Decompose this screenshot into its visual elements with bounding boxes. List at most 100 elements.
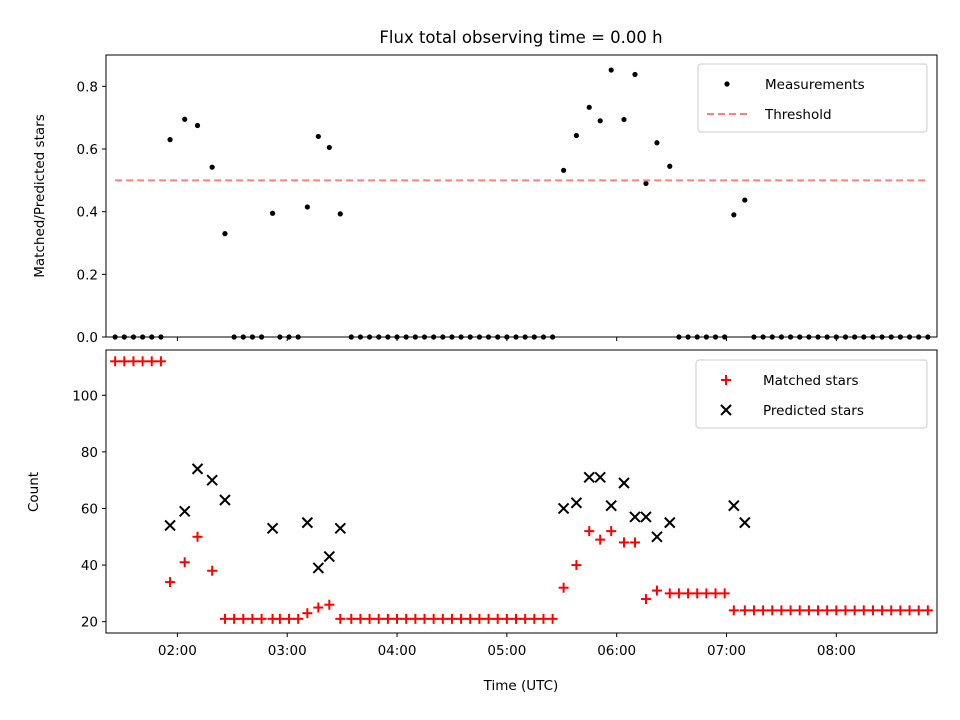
matched-stars-point [165,577,176,588]
predicted-stars-point [618,477,630,489]
y-tick-label: 20 [81,615,98,631]
count-x-axis: 02:00 03:00 04:00 05:00 06:00 07:00 08:00 [158,633,856,659]
measurement-point [654,140,660,146]
matched-stars-point [858,605,869,616]
x-tick-label: 04:00 [378,643,417,659]
x-tick-label: 06:00 [597,643,636,659]
y-tick-label: 60 [81,501,98,517]
matched-stars-point [137,356,148,367]
measurement-point [222,231,228,237]
x-tick-label: 05:00 [487,643,526,659]
matched-stars-point [346,613,357,624]
predicted-stars-point [178,505,191,518]
matched-stars-point [692,588,703,599]
predicted-stars-point [206,474,218,486]
measurement-point [643,180,649,187]
matched-stars-point [128,356,139,367]
y-tick-label: 80 [81,445,98,461]
x-tick-label: 07:00 [707,643,746,659]
predicted-stars-point [605,499,617,512]
matched-stars-point [895,605,906,616]
predicted-stars-point [640,511,652,523]
matched-stars-point [728,605,739,616]
y-tick-label: 0.2 [77,267,98,283]
count-legend-box [695,359,928,429]
matched-stars-point [492,613,503,624]
measurement-point [326,144,332,151]
matched-stars-point [465,613,476,624]
matched-stars-point [785,605,796,616]
predicted-stars-point [557,502,570,515]
matched-stars-point [335,613,346,624]
legend-predicted-marker [720,404,732,416]
matched-stars-point [229,613,240,624]
predicted-stars-point [739,516,751,529]
matched-stars-point [501,613,512,624]
predicted-stars-point [728,499,740,512]
matched-stars-point [877,605,888,616]
matched-stars-point [767,605,778,616]
matched-stars-point [410,613,421,624]
matched-stars-point [219,613,230,624]
count-panel: 20 40 60 80 100 02:00 03:00 04:00 05:00 06:00 07:… [26,349,938,694]
matched-stars-point [701,588,712,599]
ratio-legend: Measurements Threshold [697,63,928,133]
matched-stars-point [776,605,787,616]
predicted-stars-point [629,511,641,523]
matched-stars-point [284,613,295,624]
matched-stars-point [831,605,842,616]
count-legend: Matched stars Predicted stars [695,359,928,429]
count-axes-frame [105,349,938,634]
matched-stars-point [373,613,384,624]
matched-stars-point [110,356,121,367]
matched-stars-point [538,613,549,624]
matched-stars-point [606,526,617,537]
y-tick-label: 0.8 [77,79,98,95]
count-y-axis-label: Count [26,472,42,512]
matched-stars-point [595,534,606,545]
predicted-stars-point [594,471,606,484]
matched-stars-point [571,560,582,571]
matched-stars-point [192,531,203,542]
matched-stars-point [922,605,933,616]
matched-stars-point [710,588,721,599]
measurement-point [194,122,201,129]
measurement-point [315,133,321,140]
predicted-stars-point [266,522,279,534]
matched-stars-point [867,605,878,616]
predicted-stars-point [664,516,676,529]
matched-stars-point [437,613,448,624]
matched-stars-point [886,605,897,616]
measurement-point [167,137,173,143]
matched-stars-point [293,613,304,624]
matched-stars-point [401,613,412,624]
matched-stars-point [392,613,403,624]
measurement-point [632,71,638,78]
matched-stars-point [803,605,814,616]
matched-stars-point [529,613,540,624]
legend-measurements-label: Measurements [765,77,865,93]
measurement-point [667,163,673,169]
measurement-point [597,118,603,124]
matched-stars-point [813,605,824,616]
predicted-stars-point [334,522,346,534]
matched-stars-point [155,356,166,367]
predicted-stars-point [164,519,176,532]
matched-stars-point [558,582,569,593]
predicted-stars-point [323,550,336,563]
matched-stars-point [274,613,285,624]
matched-stars-point [419,613,430,624]
ratio-axes-frame [105,54,938,338]
matched-stars-point [619,537,630,548]
matched-stars-point [520,613,531,624]
matched-stars-point [483,613,494,624]
y-tick-label: 0.4 [77,205,98,221]
matched-stars-point [207,565,218,576]
predicted-stars-point [583,471,595,484]
count-y-axis: 20 40 60 80 100 [72,388,106,631]
measurement-point [560,167,567,173]
matched-stars-point [739,605,750,616]
matched-stars-point [840,605,851,616]
predicted-stars-point [651,531,663,543]
legend-threshold-label: Threshold [764,107,832,123]
